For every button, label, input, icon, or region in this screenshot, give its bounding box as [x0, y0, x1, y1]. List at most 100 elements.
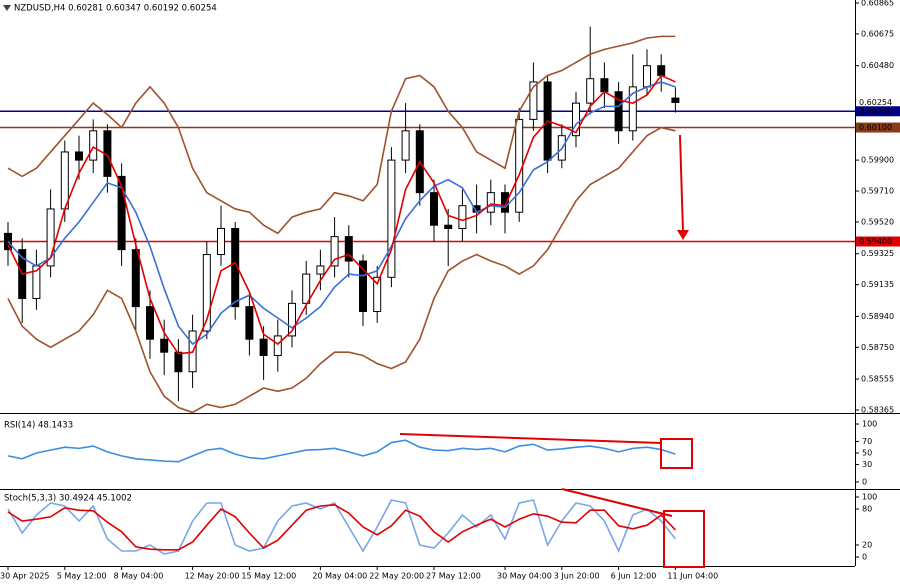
price-tag — [856, 97, 900, 108]
candle-body — [344, 236, 353, 262]
price-tag — [856, 106, 900, 117]
candle-body — [501, 192, 509, 213]
y-tick-label: 0.58940 — [861, 312, 894, 321]
candle-body — [643, 65, 651, 88]
symbol-icon — [3, 5, 11, 11]
series-line — [7, 439, 676, 463]
trend-line — [399, 433, 663, 444]
x-tick-label: 30 May 04:00 — [497, 572, 552, 581]
price-tag-label: 0.60200 — [859, 107, 892, 116]
x-tick-label: 5 May 12:00 — [57, 572, 107, 581]
x-tick-label: 30 Apr 2025 — [0, 572, 49, 581]
candle-body — [217, 227, 225, 256]
candle-body — [373, 276, 382, 313]
y-tick-label: 30 — [862, 460, 872, 469]
x-tick-label: 20 May 04:00 — [312, 572, 367, 581]
candle-body — [202, 254, 211, 332]
x-tick-label: 15 May 12:00 — [241, 572, 296, 581]
candle-body — [458, 205, 467, 229]
y-tick-label: 0.59520 — [861, 217, 894, 226]
candle-body — [657, 65, 666, 76]
series-line — [7, 499, 677, 555]
y-tick-label: 0.60865 — [861, 0, 894, 8]
price-tag-label: 0.60254 — [859, 98, 892, 107]
candle-body — [273, 335, 282, 356]
candle-body — [586, 78, 595, 104]
candle-body — [89, 130, 98, 161]
candle-body — [600, 78, 609, 93]
price-tag — [856, 122, 900, 133]
candle-body — [75, 151, 83, 161]
candle-body — [330, 236, 339, 267]
series-line — [7, 503, 676, 551]
highlight-box — [660, 438, 693, 469]
candle-body — [46, 208, 55, 267]
y-tick-label: 70 — [862, 437, 872, 446]
candle-body — [486, 192, 495, 213]
y-tick-label: 0.59135 — [861, 280, 894, 289]
x-tick-label: 22 May 20:00 — [369, 572, 424, 581]
candle-body — [302, 273, 311, 304]
price-tag-label: 0.59400 — [859, 237, 892, 246]
y-tick-label: 0.59900 — [861, 156, 894, 165]
candle-body — [387, 159, 396, 278]
y-tick-label: 50 — [862, 449, 872, 458]
y-tick-label: 0.58750 — [861, 343, 894, 352]
x-tick-label: 27 May 12:00 — [426, 572, 481, 581]
y-tick-label: 0.60675 — [861, 29, 894, 38]
y-tick-label: 0.58365 — [861, 406, 894, 415]
series-line — [7, 35, 676, 235]
series-line — [7, 74, 676, 355]
y-tick-label: 20 — [862, 541, 872, 550]
y-tick-label: 0 — [862, 553, 867, 562]
candle-body — [174, 351, 183, 373]
candle-body — [628, 86, 637, 132]
price-tag — [856, 236, 900, 247]
price-tag-label: 0.60100 — [859, 123, 892, 132]
series-line — [7, 126, 676, 414]
candle-body — [117, 175, 126, 251]
candle-body — [259, 338, 268, 356]
candle-body — [60, 151, 69, 210]
candle-body — [671, 97, 680, 103]
trend-line — [561, 488, 673, 517]
x-tick-label: 6 Jun 12:00 — [611, 572, 657, 581]
series-line — [7, 81, 676, 346]
y-tick-label: 0.59325 — [861, 249, 894, 258]
y-tick-label: 0.60480 — [861, 61, 894, 70]
arrow-head — [677, 230, 689, 240]
candle-body — [131, 249, 140, 308]
arrow-shaft — [679, 134, 684, 233]
candle-body — [146, 306, 154, 340]
candle-body — [515, 118, 524, 213]
candle-body — [401, 130, 410, 161]
candle-body — [430, 192, 438, 226]
y-tick-label: 0.59710 — [861, 187, 894, 196]
x-tick-label: 3 Jun 20:00 — [554, 572, 600, 581]
y-tick-label: 80 — [862, 505, 872, 514]
candle-body — [245, 306, 254, 340]
y-tick-label: 0.58555 — [861, 375, 894, 384]
candle-body — [359, 260, 367, 313]
candle-body — [160, 338, 169, 353]
y-tick-label: 100 — [862, 420, 877, 429]
chart-title: NZDUSD,H4 0.60281 0.60347 0.60192 0.6025… — [14, 4, 217, 14]
x-tick-label: 11 Jun 04:00 — [667, 572, 718, 581]
panel-frames — [0, 0, 900, 567]
candle-body — [231, 227, 240, 308]
annotations — [399, 134, 705, 568]
candle-body — [572, 102, 580, 137]
x-tick-label: 8 May 04:00 — [114, 572, 164, 581]
indicator-title: RSI(14) 48.1433 — [4, 421, 73, 431]
candle-body — [444, 224, 453, 229]
indicator-title: Stoch(5,3,3) 30.4924 45.1002 — [4, 494, 132, 504]
y-tick-label: 0 — [862, 478, 867, 487]
highlight-box — [663, 510, 705, 568]
candle-body — [288, 302, 296, 337]
y-tick-label: 100 — [862, 493, 877, 502]
x-tick-label: 12 May 20:00 — [185, 572, 240, 581]
candle-body — [316, 265, 325, 275]
candle-body — [529, 81, 538, 120]
